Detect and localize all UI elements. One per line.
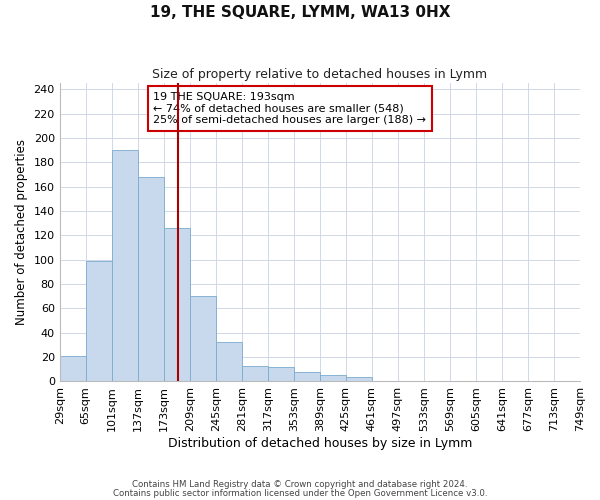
Title: Size of property relative to detached houses in Lymm: Size of property relative to detached ho… [152,68,487,80]
Text: 19 THE SQUARE: 193sqm
← 74% of detached houses are smaller (548)
25% of semi-det: 19 THE SQUARE: 193sqm ← 74% of detached … [154,92,427,125]
Bar [346,376,372,382]
Text: Contains public sector information licensed under the Open Government Licence v3: Contains public sector information licen… [113,490,487,498]
Bar [138,177,164,382]
Bar [320,376,346,382]
Text: 19, THE SQUARE, LYMM, WA13 0HX: 19, THE SQUARE, LYMM, WA13 0HX [150,5,450,20]
Bar [216,342,242,382]
Y-axis label: Number of detached properties: Number of detached properties [15,140,28,326]
Bar [86,261,112,382]
Bar [112,150,138,382]
Bar [59,356,86,382]
Text: Contains HM Land Registry data © Crown copyright and database right 2024.: Contains HM Land Registry data © Crown c… [132,480,468,489]
Bar [190,296,216,382]
X-axis label: Distribution of detached houses by size in Lymm: Distribution of detached houses by size … [167,437,472,450]
Bar [268,367,294,382]
Bar [242,366,268,382]
Bar [294,372,320,382]
Bar [164,228,190,382]
